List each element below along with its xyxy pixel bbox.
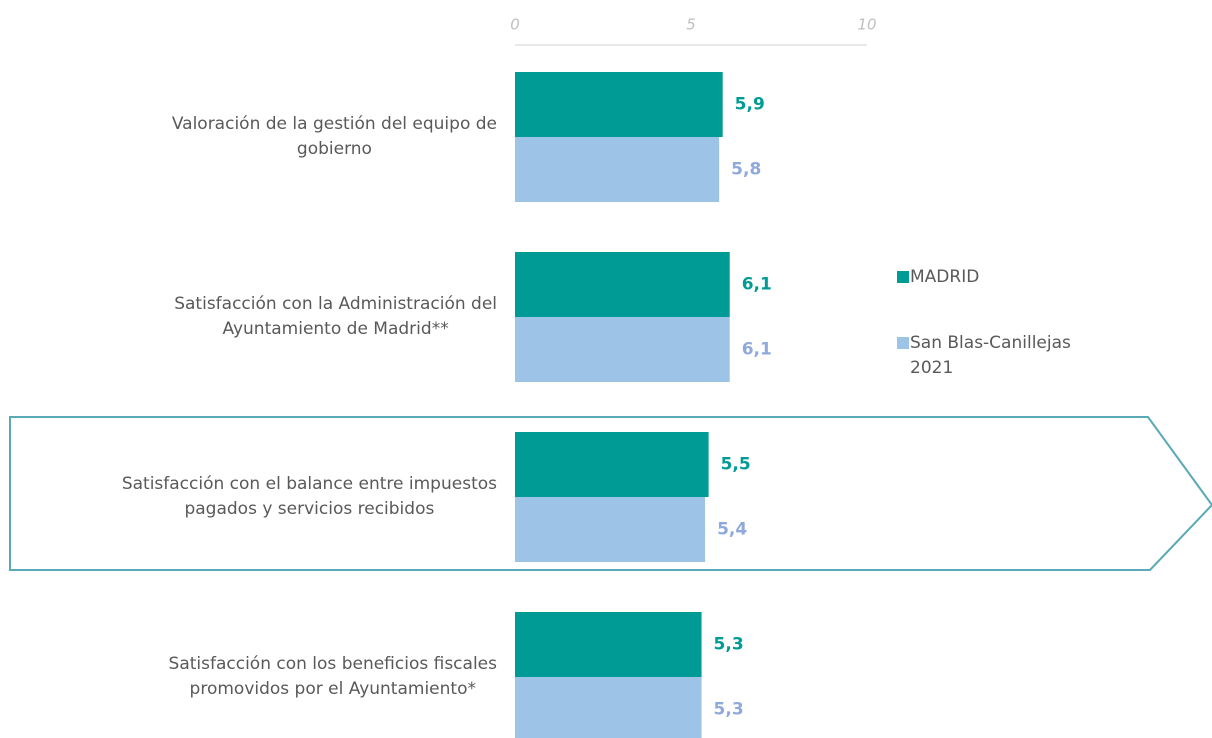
x-tick-label: 10	[857, 16, 876, 34]
value-label: 6,1	[742, 275, 772, 295]
highlight-frame	[9, 416, 1212, 571]
value-label: 5,4	[717, 520, 747, 540]
bar	[515, 497, 706, 562]
category-label: Satisfacción con los beneficios fiscales…	[168, 654, 497, 699]
legend-label: San Blas-Canillejas 2021	[910, 333, 1071, 378]
value-label: 5,3	[714, 700, 744, 720]
bar	[515, 137, 720, 202]
category-label: Valoración de la gestión del equipo de g…	[171, 114, 497, 159]
bar	[515, 612, 702, 677]
x-tick-label: 5	[686, 16, 696, 34]
value-label: 5,5	[721, 455, 751, 475]
x-tick-label: 0	[510, 16, 520, 34]
value-label: 6,1	[742, 340, 772, 360]
bar	[515, 432, 709, 497]
legend-swatch	[897, 337, 909, 349]
value-label: 5,9	[735, 95, 765, 115]
value-label: 5,3	[714, 635, 744, 655]
category-label: Satisfacción con la Administración del A…	[174, 294, 497, 339]
legend-swatch	[897, 271, 909, 283]
value-label: 5,8	[731, 160, 761, 180]
legend-label: MADRID	[910, 267, 980, 287]
bar	[515, 677, 702, 738]
bar	[515, 317, 730, 382]
category-label: Satisfacción con el balance entre impues…	[121, 474, 497, 519]
bar	[515, 72, 723, 137]
bar	[515, 252, 730, 317]
